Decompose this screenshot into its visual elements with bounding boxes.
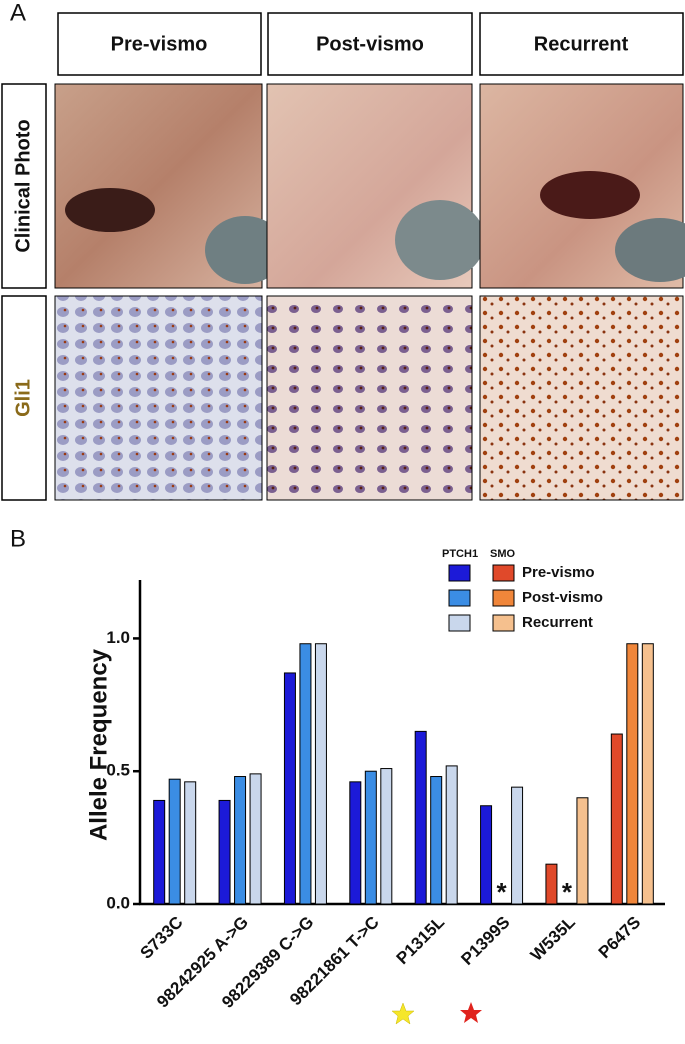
lesion: [540, 171, 640, 219]
bar: [234, 776, 247, 905]
micrograph: [54, 295, 263, 501]
bar: [576, 797, 589, 905]
star-icon: [391, 1002, 415, 1025]
micrograph: [479, 295, 684, 501]
bar: [445, 765, 458, 905]
legend-swatch: [492, 614, 515, 632]
bar: [168, 778, 181, 905]
bar: [414, 730, 427, 905]
legend-header: PTCH1: [442, 548, 478, 560]
legend-swatch: [448, 614, 471, 632]
panel-label: A: [10, 0, 26, 26]
eye: [205, 216, 285, 284]
row-header: Gli1: [12, 379, 34, 417]
eye: [395, 200, 485, 280]
legend-label: Recurrent: [522, 614, 593, 631]
y-tick-label: 0.5: [106, 761, 130, 780]
bar: [283, 672, 296, 905]
row-header: Clinical Photo: [12, 119, 34, 252]
legend-header: SMO: [490, 548, 516, 560]
x-tick-label: P647S: [595, 913, 645, 963]
legend-swatch: [492, 589, 515, 607]
legend-swatch: [448, 564, 471, 582]
x-tick-label: W535L: [527, 913, 579, 965]
y-axis-label: Allele Frequency: [85, 648, 112, 841]
y-tick-label: 1.0: [106, 628, 130, 647]
bar: [249, 773, 262, 905]
legend-swatch: [448, 589, 471, 607]
y-tick-label: 0.0: [106, 893, 130, 912]
bar: [380, 768, 393, 905]
bar: [545, 863, 558, 905]
column-header: Post-vismo: [316, 33, 424, 55]
legend-label: Post-vismo: [522, 589, 603, 606]
bar: [430, 776, 443, 905]
column-header: Pre-vismo: [111, 33, 208, 55]
bar: [153, 799, 166, 905]
x-tick-label: P1399S: [457, 913, 513, 969]
x-tick-label: S733C: [136, 913, 186, 963]
bar: [299, 643, 312, 905]
bar: [626, 643, 639, 905]
column-header-box: [267, 12, 473, 76]
micrograph: [266, 295, 473, 501]
panel-label: B: [10, 525, 26, 552]
column-header-box: [479, 12, 684, 76]
bar: [364, 770, 377, 905]
annotation: *: [497, 877, 508, 907]
column-header: Recurrent: [534, 33, 629, 55]
bar: [641, 643, 654, 905]
star-icon: [460, 1002, 482, 1023]
clinical-photos: [54, 83, 685, 289]
row-header-box: [1, 295, 47, 501]
row-header-box: [1, 83, 47, 289]
bar: [218, 799, 231, 905]
column-header-box: [57, 12, 262, 76]
bar: [480, 805, 493, 905]
bar: [314, 643, 327, 905]
gli1-stains: [54, 295, 684, 501]
x-tick-label: P1315L: [393, 913, 449, 969]
legend-swatch: [492, 564, 515, 582]
bar: [349, 781, 362, 905]
bar: [184, 781, 197, 905]
bar: [511, 786, 524, 905]
bar: [610, 733, 623, 905]
lesion: [65, 188, 155, 232]
annotation: *: [562, 877, 573, 907]
eye: [615, 218, 685, 282]
legend-label: Pre-vismo: [522, 564, 595, 581]
